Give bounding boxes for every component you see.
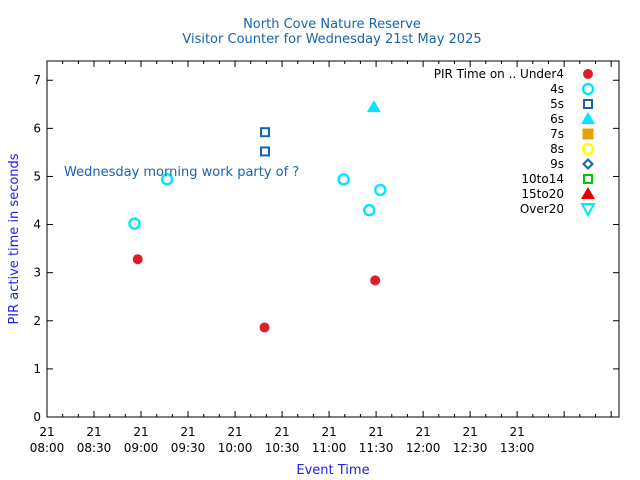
legend-title: PIR Time on .. <box>434 67 517 81</box>
y-tick-label: 2 <box>33 314 41 328</box>
x-tick-day: 21 <box>509 425 524 439</box>
y-axis: 0 1 2 3 4 5 6 7 <box>33 73 619 424</box>
chart-title: North Cove Nature Reserve <box>243 17 421 32</box>
x-tick-time: 10:30 <box>265 441 300 455</box>
x-tick-time: 13:00 <box>500 441 535 455</box>
data-point-4s <box>160 173 174 186</box>
data-point-4s <box>128 217 141 230</box>
y-tick-label: 3 <box>33 266 41 280</box>
legend-label-text: Under4 <box>516 67 564 81</box>
legend-label: 6s <box>550 112 564 126</box>
data-points <box>128 100 387 333</box>
x-tick-time: 11:00 <box>312 441 347 455</box>
legend-label: 8s <box>550 142 564 156</box>
legend-label: 9s <box>550 157 564 171</box>
data-point-5s <box>259 146 270 157</box>
legend-marker-over20 <box>580 203 596 218</box>
legend: PIR Time on .. Under44s5s6s7s8s9s10to141… <box>434 67 596 218</box>
data-point-5s <box>259 127 270 138</box>
legend-marker-5s <box>583 99 593 109</box>
y-tick-label: 5 <box>33 169 41 183</box>
x-tick-day: 21 <box>462 425 477 439</box>
legend-marker-15to20 <box>581 187 595 199</box>
data-point-4s <box>363 203 376 217</box>
y-tick-label: 7 <box>33 73 41 87</box>
x-tick-time: 09:30 <box>171 441 206 455</box>
x-tick-time: 08:30 <box>77 441 112 455</box>
y-tick-label: 1 <box>33 362 41 376</box>
legend-marker-4s <box>581 82 595 96</box>
x-tick-time: 12:00 <box>406 441 441 455</box>
data-point-4s <box>374 183 387 197</box>
x-tick-day: 21 <box>227 425 242 439</box>
data-point-4s <box>337 173 350 186</box>
x-tick-time: 09:00 <box>124 441 159 455</box>
chart-subtitle: Visitor Counter for Wednesday 21st May 2… <box>182 32 481 47</box>
legend-marker-10to14 <box>583 174 593 184</box>
x-tick-day: 21 <box>321 425 336 439</box>
x-tick-time: 10:00 <box>218 441 253 455</box>
legend-label: 15to20 <box>521 187 564 201</box>
legend-marker-9s <box>582 158 594 170</box>
legend-marker-7s <box>582 128 594 140</box>
x-tick-day: 21 <box>368 425 383 439</box>
x-tick-time: 12:30 <box>453 441 488 455</box>
data-point-under4 <box>259 322 270 333</box>
data-point-6s <box>366 100 381 113</box>
data-point-under4 <box>370 275 381 286</box>
legend-label: 4s <box>550 82 564 96</box>
plot-frame <box>46 60 620 418</box>
legend-label: Over20 <box>520 202 564 216</box>
legend-label: 7s <box>550 127 564 141</box>
x-tick-day: 21 <box>415 425 430 439</box>
legend-marker-8s <box>581 142 595 156</box>
legend-marker-under4 <box>583 69 593 79</box>
y-axis-label: PIR active time in seconds <box>7 153 22 324</box>
legend-marker-6s <box>581 112 595 124</box>
x-tick-day: 21 <box>274 425 289 439</box>
x-tick-day: 21 <box>133 425 148 439</box>
x-axis-label: Event Time <box>296 463 369 478</box>
y-tick-label: 0 <box>33 410 41 424</box>
annotation: Wednesday morning work party of ? <box>64 165 299 180</box>
legend-label: 5s <box>550 97 564 111</box>
x-tick-day: 21 <box>39 425 54 439</box>
x-tick-time: 08:00 <box>30 441 65 455</box>
x-axis: 2108:002108:302109:002109:302110:002110:… <box>30 61 612 455</box>
x-tick-time: 11:30 <box>359 441 394 455</box>
data-point-under4 <box>132 254 143 265</box>
x-tick-day: 21 <box>180 425 195 439</box>
legend-label: PIR Time on .. Under4 <box>434 67 564 81</box>
y-tick-label: 6 <box>33 121 41 135</box>
y-tick-label: 4 <box>33 218 41 232</box>
legend-label: 10to14 <box>521 172 564 186</box>
x-tick-day: 21 <box>86 425 101 439</box>
